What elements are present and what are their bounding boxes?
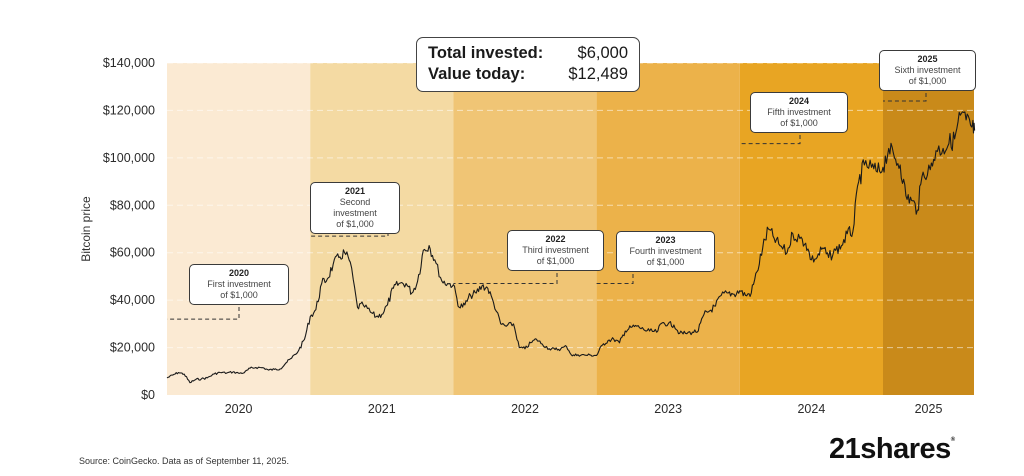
annotation-amount: of $1,000 <box>336 219 374 229</box>
y-tick-label: $20,000 <box>110 341 155 355</box>
logo-text: 21shares <box>829 433 951 465</box>
annotation-year: 2020 <box>228 268 250 278</box>
x-axis-ticks: 2020 2021 2022 2023 2024 2025 <box>225 402 943 416</box>
y-tick-label: $140,000 <box>103 56 155 70</box>
y-tick-label: $60,000 <box>110 246 155 260</box>
year-band-2022 <box>453 63 597 395</box>
y-axis-label: Bitcoin price <box>79 196 93 262</box>
y-axis-ticks: $0 $20,000 $40,000 $60,000 $80,000 $100,000 $1… <box>103 56 155 402</box>
annotation-2023: 2023 Fourth investment of $1,000 <box>616 231 715 272</box>
x-tick-label: 2025 <box>915 402 943 416</box>
annotation-year: 2023 <box>655 235 676 245</box>
annotation-2022: 2022 Third investment of $1,000 <box>507 230 604 271</box>
annotation-2020: 2020 First investment of $1,000 <box>189 264 289 305</box>
annotation-year: 2022 <box>545 234 566 244</box>
y-tick-label: $100,000 <box>103 151 155 165</box>
annotation-text: First investment <box>207 279 271 289</box>
total-invested-value: $6,000 <box>577 44 628 62</box>
annotation-2024: 2024 Fifth investment of $1,000 <box>750 92 848 133</box>
x-tick-label: 2024 <box>797 402 825 416</box>
annotation-text: Sixth investment <box>894 65 961 75</box>
y-tick-label: $0 <box>141 388 155 402</box>
x-tick-label: 2020 <box>225 402 253 416</box>
year-band-2025 <box>883 63 974 395</box>
value-today-value: $12,489 <box>568 65 628 83</box>
year-band-2020 <box>167 63 311 395</box>
x-tick-label: 2022 <box>511 402 539 416</box>
annotation-leader-2022 <box>453 273 558 285</box>
x-tick-label: 2021 <box>368 402 396 416</box>
annotation-leader-2024 <box>739 135 801 145</box>
annotation-amount: of $1,000 <box>536 256 575 266</box>
annotation-amount: of $1,000 <box>780 118 818 128</box>
price-line <box>166 111 976 384</box>
year-bands <box>167 63 974 395</box>
annotation-text: Second investment <box>333 197 377 218</box>
annotation-year: 2021 <box>344 186 366 196</box>
y-tick-label: $40,000 <box>110 293 155 307</box>
annotation-year: 2025 <box>917 54 938 64</box>
total-invested-label: Total invested: <box>428 44 544 62</box>
value-today-label: Value today: <box>428 65 526 83</box>
brand-logo: 21shares® <box>829 433 955 466</box>
annotation-text: Fifth investment <box>767 107 831 117</box>
annotation-2025: 2025 Sixth investment of $1,000 <box>879 50 976 91</box>
y-tick-label: $80,000 <box>110 198 155 212</box>
annotation-amount: of $1,000 <box>646 257 685 267</box>
annotation-year: 2024 <box>788 96 810 106</box>
annotation-text: Fourth investment <box>629 246 702 256</box>
investment-summary-box: Total invested: $6,000 Value today: $12,… <box>416 37 640 92</box>
registered-mark: ® <box>950 437 955 443</box>
source-note: Source: CoinGecko. Data as of September … <box>79 456 289 466</box>
annotation-2021: 2021 Second investment of $1,000 <box>310 182 400 234</box>
year-band-2023 <box>596 63 740 395</box>
annotation-text: Third investment <box>522 245 589 255</box>
annotation-amount: of $1,000 <box>908 76 947 86</box>
annotation-leader-2025 <box>883 93 927 102</box>
y-tick-label: $120,000 <box>103 103 155 117</box>
x-tick-label: 2023 <box>654 402 682 416</box>
annotation-leader-2023 <box>596 274 634 285</box>
annotation-amount: of $1,000 <box>220 290 258 300</box>
